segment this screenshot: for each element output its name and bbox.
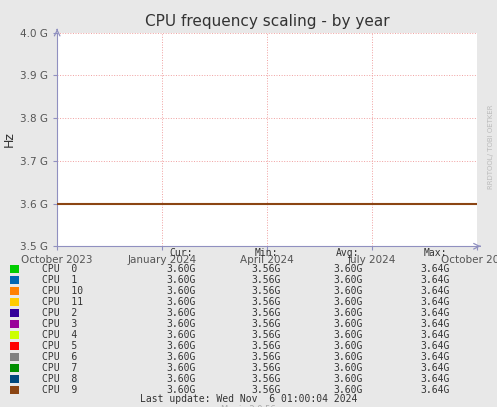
Text: 3.56G: 3.56G [251, 308, 281, 318]
Text: CPU  9: CPU 9 [42, 385, 78, 395]
Text: 3.56G: 3.56G [251, 374, 281, 384]
Text: 3.64G: 3.64G [420, 286, 450, 296]
Text: Max:: Max: [423, 248, 447, 258]
Text: 3.60G: 3.60G [333, 352, 363, 362]
Text: 3.56G: 3.56G [251, 264, 281, 274]
Text: 3.56G: 3.56G [251, 319, 281, 329]
Text: 3.56G: 3.56G [251, 330, 281, 340]
Text: CPU  10: CPU 10 [42, 286, 83, 296]
Text: Min:: Min: [254, 248, 278, 258]
Text: 3.60G: 3.60G [333, 286, 363, 296]
Text: CPU  5: CPU 5 [42, 341, 78, 351]
Text: 3.60G: 3.60G [333, 374, 363, 384]
Text: 3.56G: 3.56G [251, 363, 281, 373]
Text: 3.56G: 3.56G [251, 297, 281, 307]
Text: 3.60G: 3.60G [333, 319, 363, 329]
Text: 3.64G: 3.64G [420, 330, 450, 340]
Text: 3.56G: 3.56G [251, 286, 281, 296]
Text: 3.64G: 3.64G [420, 374, 450, 384]
Text: 3.60G: 3.60G [333, 341, 363, 351]
Text: 3.60G: 3.60G [166, 330, 196, 340]
Text: 3.60G: 3.60G [166, 363, 196, 373]
Text: 3.56G: 3.56G [251, 341, 281, 351]
Text: Last update: Wed Nov  6 01:00:04 2024: Last update: Wed Nov 6 01:00:04 2024 [140, 394, 357, 404]
Text: 3.60G: 3.60G [166, 286, 196, 296]
Text: 3.56G: 3.56G [251, 352, 281, 362]
Text: 3.64G: 3.64G [420, 297, 450, 307]
Text: CPU  8: CPU 8 [42, 374, 78, 384]
Text: CPU  7: CPU 7 [42, 363, 78, 373]
Text: CPU  11: CPU 11 [42, 297, 83, 307]
Text: 3.60G: 3.60G [166, 308, 196, 318]
Text: 3.64G: 3.64G [420, 385, 450, 395]
Text: 3.64G: 3.64G [420, 352, 450, 362]
Title: CPU frequency scaling - by year: CPU frequency scaling - by year [145, 13, 390, 28]
Text: 3.64G: 3.64G [420, 275, 450, 285]
Text: 3.64G: 3.64G [420, 363, 450, 373]
Text: 3.60G: 3.60G [166, 341, 196, 351]
Text: 3.60G: 3.60G [333, 308, 363, 318]
Text: 3.56G: 3.56G [251, 385, 281, 395]
Y-axis label: Hz: Hz [3, 131, 16, 147]
Text: 3.60G: 3.60G [166, 264, 196, 274]
Text: 3.64G: 3.64G [420, 319, 450, 329]
Text: Munin 2.0.56: Munin 2.0.56 [221, 405, 276, 407]
Text: 3.60G: 3.60G [166, 275, 196, 285]
Text: 3.60G: 3.60G [166, 385, 196, 395]
Text: 3.60G: 3.60G [333, 275, 363, 285]
Text: CPU  0: CPU 0 [42, 264, 78, 274]
Text: 3.60G: 3.60G [333, 363, 363, 373]
Text: 3.64G: 3.64G [420, 264, 450, 274]
Text: CPU  6: CPU 6 [42, 352, 78, 362]
Text: 3.60G: 3.60G [166, 319, 196, 329]
Text: 3.60G: 3.60G [166, 374, 196, 384]
Text: 3.60G: 3.60G [333, 264, 363, 274]
Text: CPU  4: CPU 4 [42, 330, 78, 340]
Text: CPU  3: CPU 3 [42, 319, 78, 329]
Text: Cur:: Cur: [169, 248, 193, 258]
Text: CPU  1: CPU 1 [42, 275, 78, 285]
Text: 3.64G: 3.64G [420, 341, 450, 351]
Text: 3.60G: 3.60G [333, 385, 363, 395]
Text: 3.60G: 3.60G [166, 297, 196, 307]
Text: 3.60G: 3.60G [333, 330, 363, 340]
Text: 3.64G: 3.64G [420, 308, 450, 318]
Text: Avg:: Avg: [336, 248, 360, 258]
Text: 3.60G: 3.60G [166, 352, 196, 362]
Text: 3.60G: 3.60G [333, 297, 363, 307]
Text: RRDTOOL/ TOBI OETKER: RRDTOOL/ TOBI OETKER [488, 104, 494, 189]
Text: CPU  2: CPU 2 [42, 308, 78, 318]
Text: 3.56G: 3.56G [251, 275, 281, 285]
